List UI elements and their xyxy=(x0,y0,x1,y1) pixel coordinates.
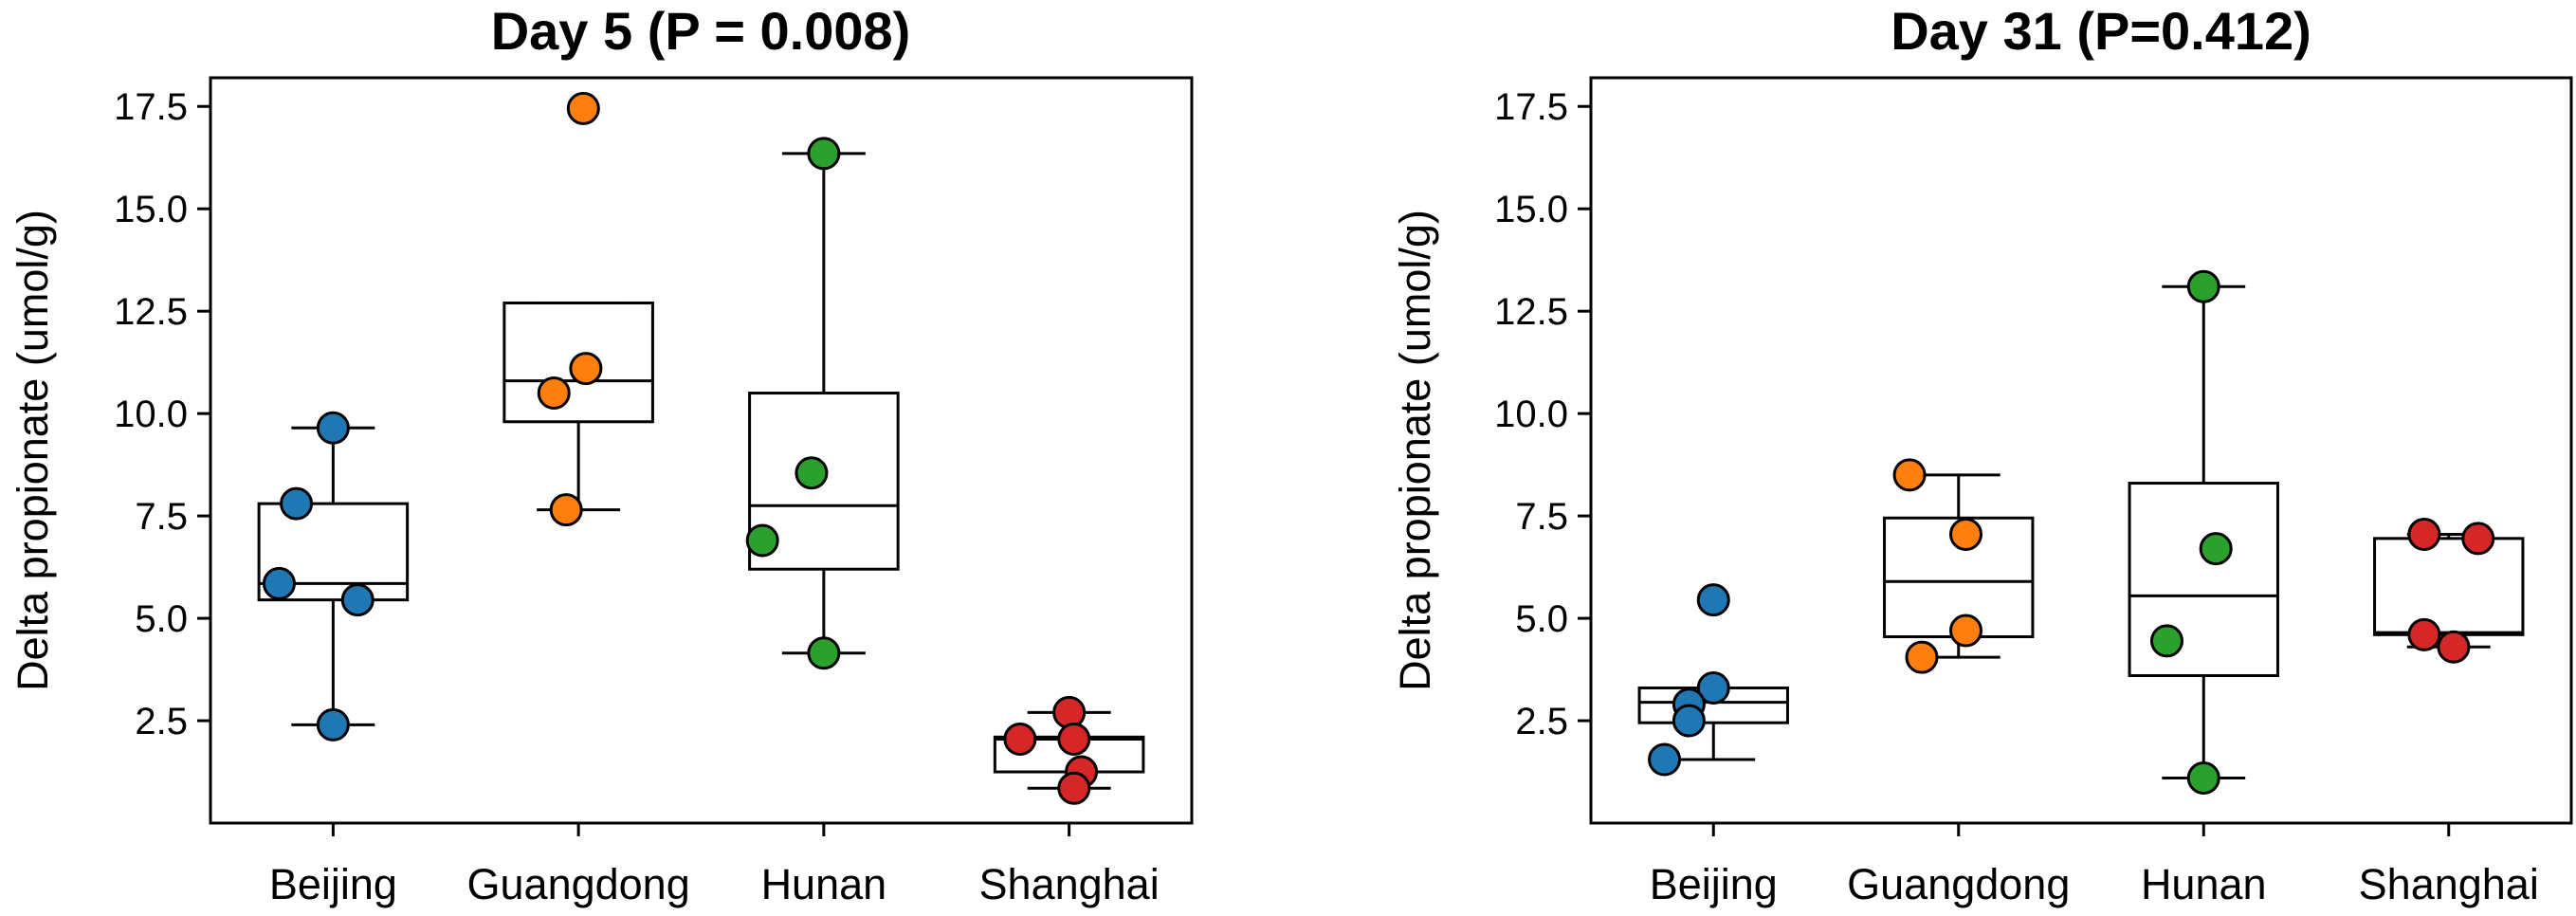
y-tick-label: 5.0 xyxy=(1515,598,1568,640)
chart-panel-1: Day 5 (P = 0.008) Delta propionate (umol/… xyxy=(9,1,1194,908)
data-point-hunan xyxy=(2186,760,2220,795)
chart-title: Day 31 (P=0.412) xyxy=(1891,1,2311,61)
x-tick-label: Guangdong xyxy=(1847,860,2070,908)
x-tick-label: Shanghai xyxy=(2359,860,2539,908)
data-point-hunan xyxy=(2186,269,2220,303)
x-tick-label: Hunan xyxy=(761,860,887,908)
box-hunan xyxy=(2128,482,2279,678)
data-point-guangdong xyxy=(1892,458,1927,492)
data-point-hunan xyxy=(2199,532,2233,566)
y-tick-label: 5.0 xyxy=(135,598,188,640)
data-point-guangdong xyxy=(569,352,603,386)
data-point-guangdong xyxy=(1949,614,1983,648)
data-point-shanghai xyxy=(1003,722,1037,756)
y-tick-label: 7.5 xyxy=(1515,496,1568,538)
y-tick-label: 17.5 xyxy=(1494,86,1568,128)
data-point-shanghai xyxy=(2407,518,2441,552)
data-point-shanghai xyxy=(1057,771,1091,805)
data-point-beijing xyxy=(1648,742,1682,777)
data-point-guangdong xyxy=(1949,518,1983,552)
data-point-shanghai xyxy=(1052,695,1087,729)
y-tick-label: 2.5 xyxy=(1515,701,1568,742)
y-tick-label: 17.5 xyxy=(114,86,188,128)
data-point-hunan xyxy=(807,636,841,670)
data-point-shanghai xyxy=(2437,630,2471,664)
data-point-hunan xyxy=(2149,624,2183,658)
x-tick-label: Guangdong xyxy=(467,860,690,908)
data-point-guangdong xyxy=(566,91,600,125)
data-point-shanghai xyxy=(2407,617,2441,651)
y-axis-label: Delta propionate (umol/g) xyxy=(9,210,57,691)
data-point-guangdong xyxy=(1905,640,1939,674)
y-tick-label: 10.0 xyxy=(114,394,188,435)
y-tick-label: 12.5 xyxy=(1494,291,1568,333)
data-point-shanghai xyxy=(2461,522,2495,556)
data-point-hunan xyxy=(795,456,829,490)
plot-frame xyxy=(1589,76,2573,825)
chart-panel-2: Day 31 (P=0.412) Delta propionate (umol/g… xyxy=(1391,1,2573,908)
x-tick-label: Hunan xyxy=(2141,860,2267,908)
data-point-beijing xyxy=(1672,704,1706,738)
data-point-guangdong xyxy=(549,493,583,527)
data-point-hunan xyxy=(807,137,841,171)
y-tick-label: 15.0 xyxy=(1494,189,1568,230)
x-tick-label: Shanghai xyxy=(979,860,1160,908)
y-tick-label: 7.5 xyxy=(135,496,188,538)
x-tick-label: Beijing xyxy=(1650,860,1778,908)
y-tick-label: 10.0 xyxy=(1494,394,1568,435)
data-point-beijing xyxy=(316,411,350,445)
y-tick-label: 2.5 xyxy=(135,701,188,742)
box-shanghai xyxy=(2373,537,2525,636)
data-point-shanghai xyxy=(1057,722,1091,756)
data-point-guangdong xyxy=(537,376,571,411)
data-point-beijing xyxy=(262,566,296,600)
data-point-beijing xyxy=(1696,670,1730,705)
data-point-beijing xyxy=(316,707,350,742)
chart-title: Day 5 (P = 0.008) xyxy=(491,1,911,61)
data-point-beijing xyxy=(280,486,314,521)
y-tick-label: 15.0 xyxy=(114,189,188,230)
data-point-beijing xyxy=(1696,583,1730,617)
y-axis-label: Delta propionate (umol/g) xyxy=(1391,210,1439,691)
x-tick-label: Beijing xyxy=(269,860,397,908)
data-point-beijing xyxy=(340,583,375,617)
plot-frame xyxy=(209,76,1194,825)
data-point-hunan xyxy=(745,523,779,558)
y-tick-label: 12.5 xyxy=(114,291,188,333)
